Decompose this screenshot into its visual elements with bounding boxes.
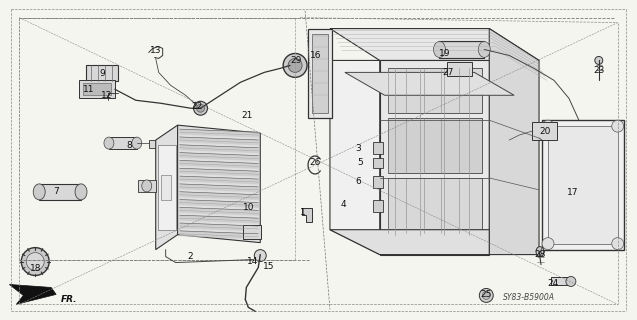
- Ellipse shape: [194, 101, 208, 115]
- Bar: [373, 142, 383, 154]
- Text: 13: 13: [150, 46, 161, 55]
- Bar: [373, 158, 383, 168]
- Polygon shape: [330, 60, 380, 255]
- Ellipse shape: [478, 42, 490, 58]
- Ellipse shape: [536, 247, 544, 257]
- Bar: [551, 277, 571, 285]
- Text: 17: 17: [567, 188, 578, 197]
- Bar: [161, 175, 171, 200]
- Bar: [243, 225, 261, 239]
- Ellipse shape: [482, 292, 490, 300]
- Ellipse shape: [21, 248, 49, 276]
- Text: 8: 8: [126, 140, 132, 149]
- Bar: [542, 120, 624, 250]
- Text: 21: 21: [241, 111, 253, 120]
- Ellipse shape: [542, 120, 554, 132]
- Polygon shape: [302, 208, 312, 222]
- Bar: [440, 41, 484, 59]
- Bar: [149, 140, 161, 148]
- Text: 5: 5: [357, 158, 362, 167]
- Ellipse shape: [26, 252, 44, 270]
- Text: FR.: FR.: [61, 295, 78, 304]
- Text: 24: 24: [547, 279, 559, 288]
- Bar: [532, 122, 557, 140]
- Bar: [79, 80, 115, 98]
- Text: 2: 2: [188, 252, 194, 261]
- Bar: [388, 178, 482, 233]
- Ellipse shape: [288, 59, 302, 72]
- Text: 27: 27: [443, 68, 454, 77]
- Text: 28: 28: [534, 250, 546, 259]
- Text: 14: 14: [247, 257, 258, 266]
- Text: 1: 1: [300, 208, 306, 217]
- Polygon shape: [155, 125, 178, 250]
- Text: 20: 20: [540, 127, 551, 136]
- Text: 19: 19: [439, 49, 450, 58]
- Ellipse shape: [197, 104, 204, 112]
- Ellipse shape: [104, 137, 114, 149]
- Bar: [312, 34, 328, 113]
- Polygon shape: [178, 125, 261, 243]
- Bar: [447, 62, 472, 76]
- Text: 23: 23: [593, 66, 605, 75]
- Ellipse shape: [479, 288, 493, 302]
- Bar: [86, 65, 118, 81]
- Bar: [39, 184, 81, 200]
- Bar: [158, 145, 176, 230]
- Bar: [388, 68, 482, 113]
- Text: 4: 4: [340, 200, 346, 209]
- Bar: [548, 126, 618, 244]
- Text: 9: 9: [99, 69, 105, 78]
- Text: 3: 3: [355, 144, 361, 153]
- Text: 18: 18: [29, 264, 41, 273]
- Bar: [308, 28, 332, 118]
- Ellipse shape: [612, 238, 624, 250]
- Bar: [109, 137, 137, 149]
- Ellipse shape: [132, 137, 142, 149]
- Ellipse shape: [75, 184, 87, 200]
- Text: 12: 12: [101, 91, 113, 100]
- Text: 6: 6: [355, 177, 361, 187]
- Text: 16: 16: [310, 51, 322, 60]
- Text: 25: 25: [480, 290, 492, 299]
- Ellipse shape: [434, 42, 445, 58]
- Bar: [373, 200, 383, 212]
- Text: 26: 26: [310, 158, 320, 167]
- Polygon shape: [330, 28, 539, 60]
- Text: 29: 29: [290, 56, 302, 65]
- Polygon shape: [10, 284, 56, 304]
- Ellipse shape: [33, 184, 45, 200]
- Bar: [388, 118, 482, 173]
- Ellipse shape: [254, 250, 266, 261]
- Ellipse shape: [142, 180, 152, 192]
- Text: 10: 10: [243, 203, 254, 212]
- Ellipse shape: [595, 56, 603, 64]
- Polygon shape: [345, 72, 514, 95]
- Polygon shape: [489, 28, 539, 255]
- Text: 22: 22: [191, 102, 202, 111]
- Text: 15: 15: [262, 262, 274, 271]
- Bar: [83, 83, 111, 95]
- Bar: [373, 176, 383, 188]
- Ellipse shape: [542, 238, 554, 250]
- Polygon shape: [330, 230, 489, 255]
- Ellipse shape: [283, 53, 307, 77]
- Polygon shape: [380, 60, 489, 255]
- Text: SY83-B5900A: SY83-B5900A: [503, 293, 555, 302]
- Text: 7: 7: [54, 188, 59, 196]
- Ellipse shape: [612, 120, 624, 132]
- Bar: [138, 180, 155, 192]
- Text: 11: 11: [83, 85, 95, 94]
- Ellipse shape: [566, 276, 576, 286]
